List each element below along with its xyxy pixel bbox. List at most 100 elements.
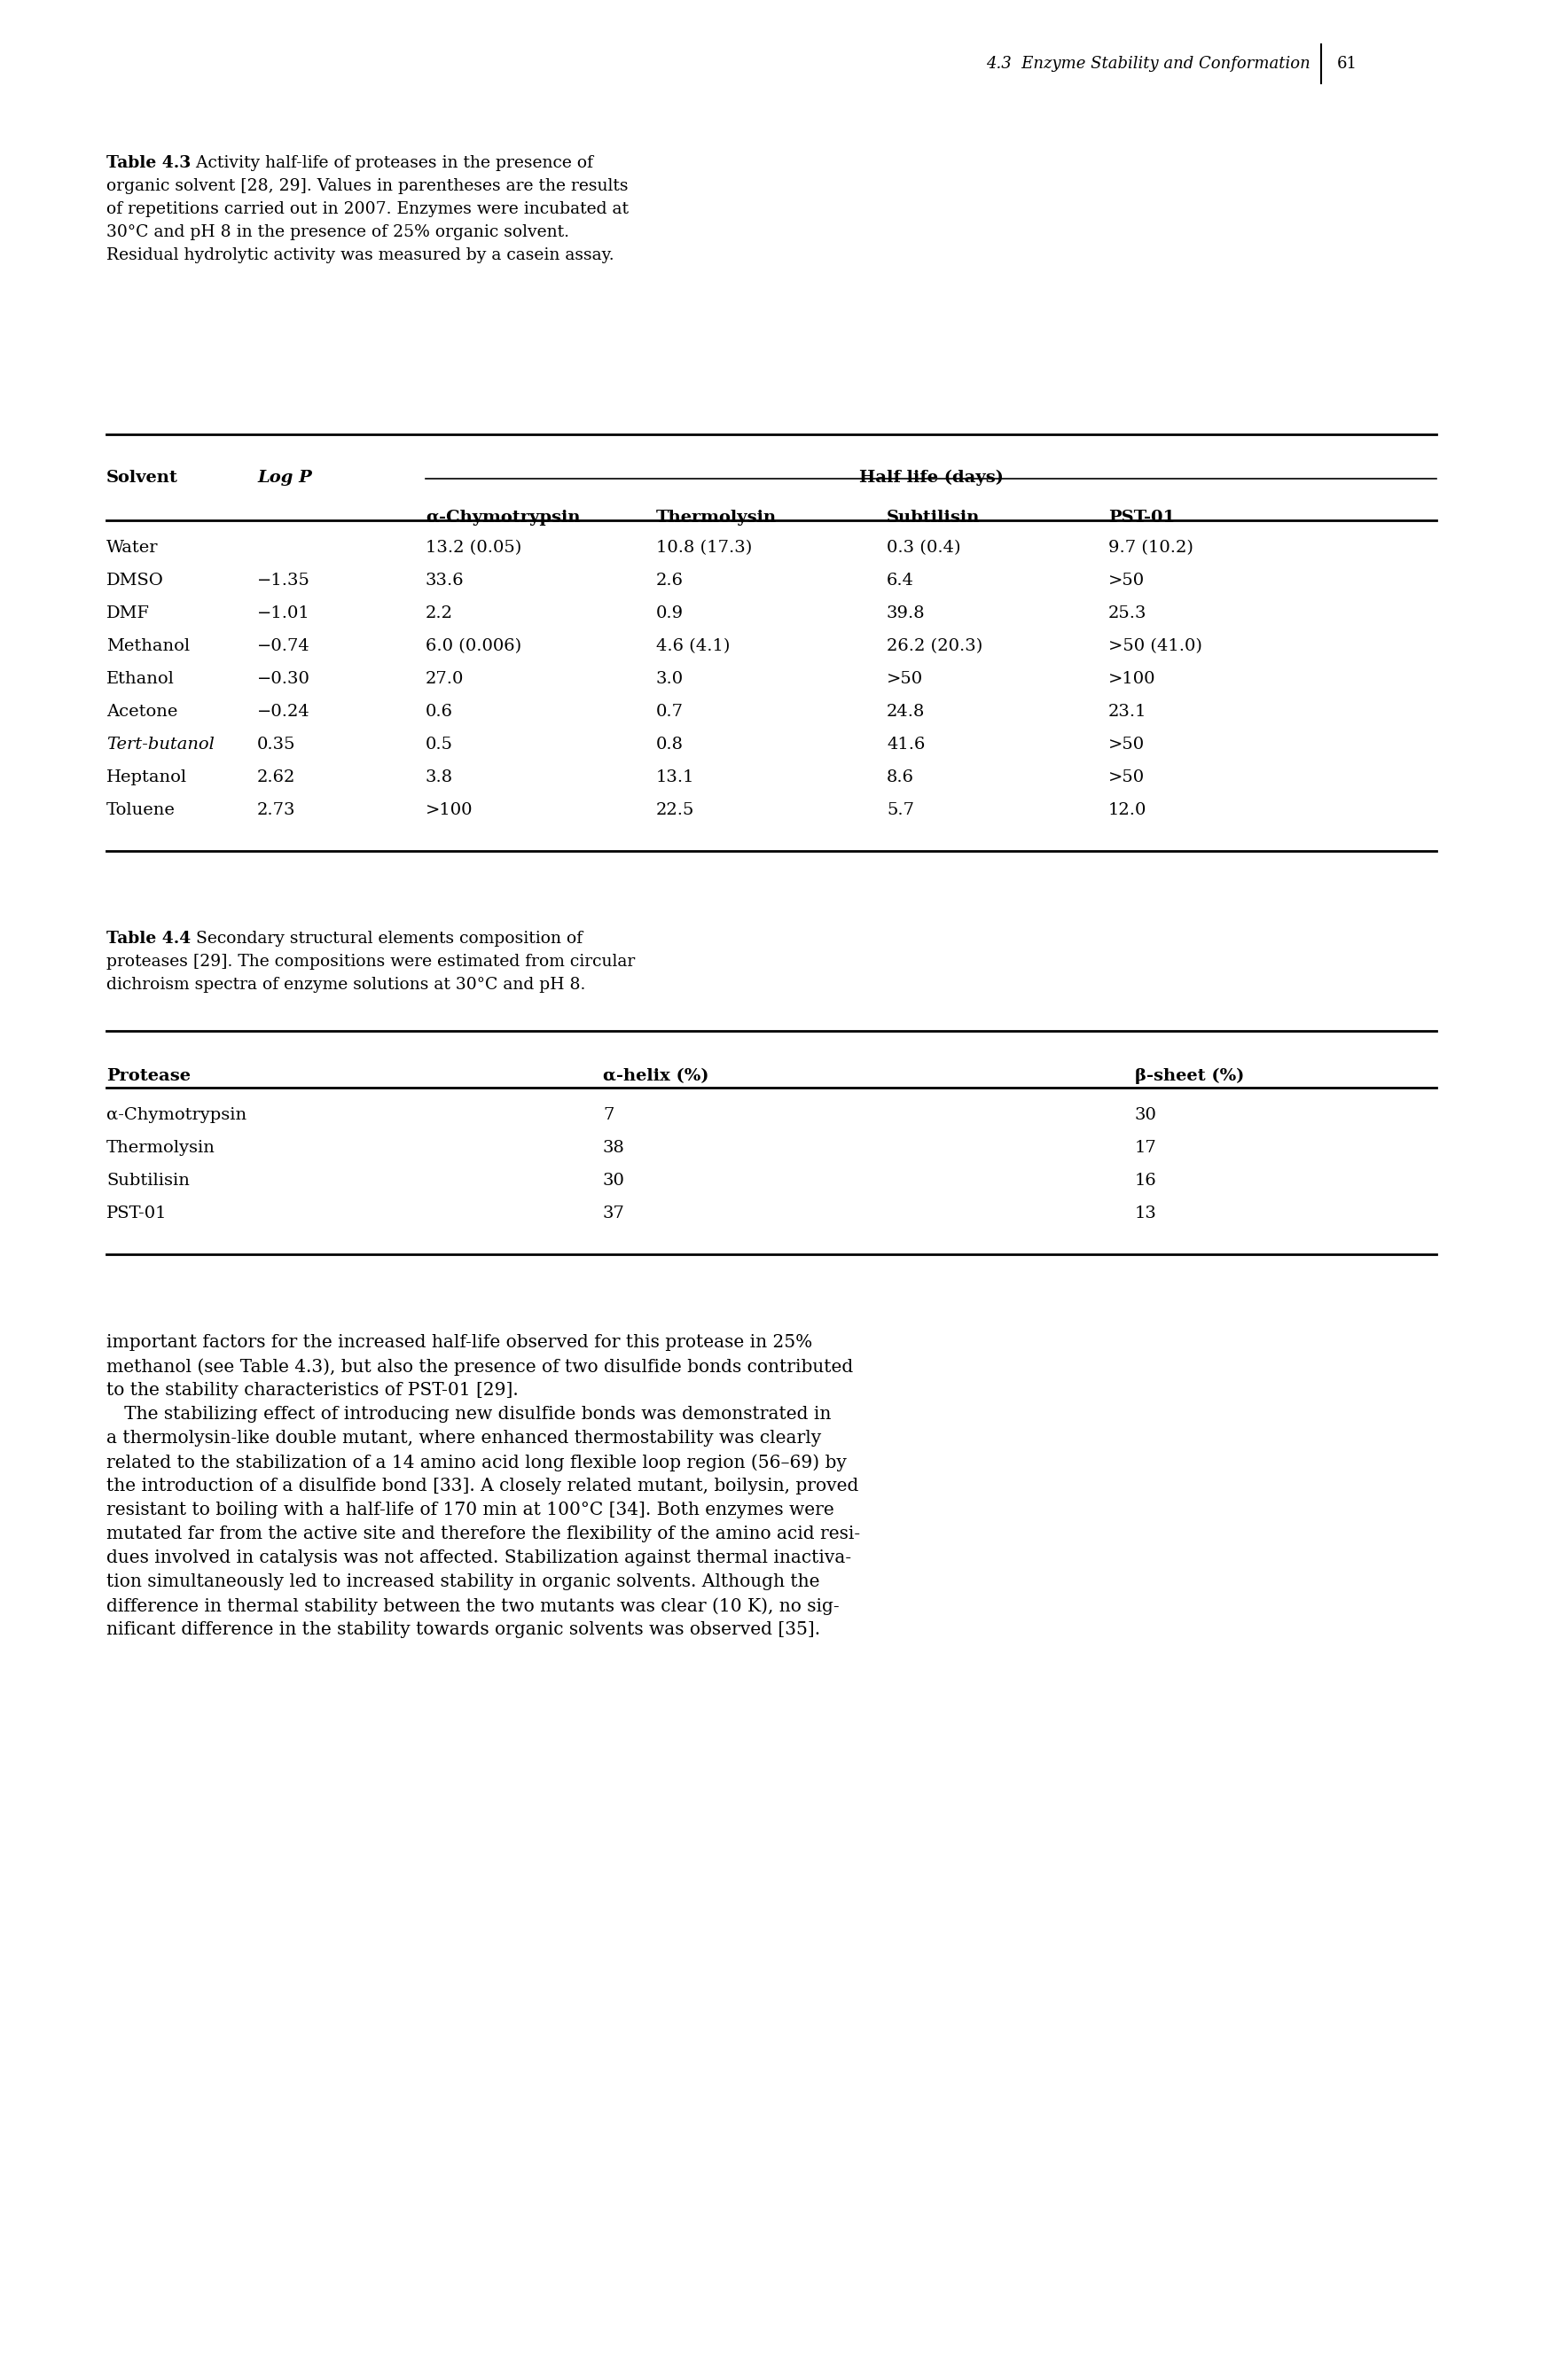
Text: 6.0 (0.006): 6.0 (0.006) [426, 638, 522, 654]
Text: >50: >50 [886, 671, 923, 688]
Text: 13: 13 [1135, 1207, 1157, 1221]
Text: 2.6: 2.6 [657, 574, 683, 588]
Text: 39.8: 39.8 [886, 605, 925, 621]
Text: Log P: Log P [257, 469, 311, 486]
Text: Subtilisin: Subtilisin [886, 509, 981, 526]
Text: Thermolysin: Thermolysin [107, 1140, 215, 1157]
Text: Toluene: Toluene [107, 802, 175, 819]
Text: to the stability characteristics of PST-01 [29].: to the stability characteristics of PST-… [107, 1383, 519, 1399]
Text: 9.7 (10.2): 9.7 (10.2) [1109, 540, 1193, 557]
Text: Tert-butanol: Tert-butanol [107, 735, 214, 752]
Text: −0.74: −0.74 [257, 638, 310, 654]
Text: 3.0: 3.0 [657, 671, 683, 688]
Text: 2.73: 2.73 [257, 802, 296, 819]
Text: Solvent: Solvent [107, 469, 178, 486]
Text: difference in thermal stability between the two mutants was clear (10 K), no sig: difference in thermal stability between … [107, 1597, 840, 1614]
Text: resistant to boiling with a half-life of 170 min at 100°C [34]. Both enzymes wer: resistant to boiling with a half-life of… [107, 1502, 833, 1518]
Text: Residual hydrolytic activity was measured by a casein assay.: Residual hydrolytic activity was measure… [107, 248, 613, 264]
Text: 8.6: 8.6 [886, 769, 914, 785]
Text: 7: 7 [603, 1107, 613, 1123]
Text: 4.3  Enzyme Stability and Conformation: 4.3 Enzyme Stability and Conformation [987, 55, 1310, 71]
Text: α-Chymotrypsin: α-Chymotrypsin [426, 509, 581, 526]
Text: 16: 16 [1135, 1173, 1157, 1188]
Text: 6.4: 6.4 [886, 574, 914, 588]
Text: Methanol: Methanol [107, 638, 191, 654]
Text: methanol (see Table 4.3), but also the presence of two disulfide bonds contribut: methanol (see Table 4.3), but also the p… [107, 1359, 853, 1376]
Text: 30: 30 [1135, 1107, 1157, 1123]
Text: 13.1: 13.1 [657, 769, 694, 785]
Text: 2.62: 2.62 [257, 769, 296, 785]
Text: 12.0: 12.0 [1109, 802, 1146, 819]
Text: 30°C and pH 8 in the presence of 25% organic solvent.: 30°C and pH 8 in the presence of 25% org… [107, 224, 568, 240]
Text: 41.6: 41.6 [886, 735, 925, 752]
Text: −0.24: −0.24 [257, 704, 310, 719]
Text: 33.6: 33.6 [426, 574, 465, 588]
Text: 26.2 (20.3): 26.2 (20.3) [886, 638, 982, 654]
Text: −0.30: −0.30 [257, 671, 310, 688]
Text: >100: >100 [426, 802, 472, 819]
Text: 0.6: 0.6 [426, 704, 454, 719]
Text: 22.5: 22.5 [657, 802, 694, 819]
Text: Acetone: Acetone [107, 704, 178, 719]
Text: proteases [29]. The compositions were estimated from circular: proteases [29]. The compositions were es… [107, 954, 635, 969]
Text: >100: >100 [1109, 671, 1156, 688]
Text: α-Chymotrypsin: α-Chymotrypsin [107, 1107, 246, 1123]
Text: −1.35: −1.35 [257, 574, 310, 588]
Text: Ethanol: Ethanol [107, 671, 175, 688]
Text: tion simultaneously led to increased stability in organic solvents. Although the: tion simultaneously led to increased sta… [107, 1573, 819, 1590]
Text: Table 4.3: Table 4.3 [107, 155, 191, 171]
Text: 4.6 (4.1): 4.6 (4.1) [657, 638, 730, 654]
Text: DMF: DMF [107, 605, 150, 621]
Text: Table 4.4: Table 4.4 [107, 931, 191, 947]
Text: 2.2: 2.2 [426, 605, 454, 621]
Text: 23.1: 23.1 [1109, 704, 1146, 719]
Text: Subtilisin: Subtilisin [107, 1173, 189, 1188]
Text: −1.01: −1.01 [257, 605, 310, 621]
Text: 0.9: 0.9 [657, 605, 683, 621]
Text: of repetitions carried out in 2007. Enzymes were incubated at: of repetitions carried out in 2007. Enzy… [107, 202, 629, 217]
Text: Water: Water [107, 540, 158, 557]
Text: α-helix (%): α-helix (%) [603, 1069, 709, 1083]
Text: dues involved in catalysis was not affected. Stabilization against thermal inact: dues involved in catalysis was not affec… [107, 1549, 852, 1566]
Text: Protease: Protease [107, 1069, 191, 1083]
Text: PST-01: PST-01 [1109, 509, 1176, 526]
Text: The stabilizing effect of introducing new disulfide bonds was demonstrated in: The stabilizing effect of introducing ne… [107, 1407, 832, 1423]
Text: related to the stabilization of a 14 amino acid long flexible loop region (56–69: related to the stabilization of a 14 ami… [107, 1454, 847, 1471]
Text: Thermolysin: Thermolysin [657, 509, 778, 526]
Text: 0.8: 0.8 [657, 735, 683, 752]
Text: 0.5: 0.5 [426, 735, 454, 752]
Text: the introduction of a disulfide bond [33]. A closely related mutant, boilysin, p: the introduction of a disulfide bond [33… [107, 1478, 858, 1495]
Text: DMSO: DMSO [107, 574, 164, 588]
Text: >50: >50 [1109, 769, 1145, 785]
Text: mutated far from the active site and therefore the flexibility of the amino acid: mutated far from the active site and the… [107, 1526, 860, 1542]
Text: 0.7: 0.7 [657, 704, 683, 719]
Text: Heptanol: Heptanol [107, 769, 187, 785]
Text: 37: 37 [603, 1207, 624, 1221]
Text: 30: 30 [603, 1173, 624, 1188]
Text: Secondary structural elements composition of: Secondary structural elements compositio… [191, 931, 582, 947]
Text: 10.8 (17.3): 10.8 (17.3) [657, 540, 753, 557]
Text: 24.8: 24.8 [886, 704, 925, 719]
Text: 3.8: 3.8 [426, 769, 454, 785]
Text: >50: >50 [1109, 574, 1145, 588]
Text: β-sheet (%): β-sheet (%) [1135, 1069, 1244, 1085]
Text: Half life (days): Half life (days) [858, 469, 1004, 486]
Text: >50: >50 [1109, 735, 1145, 752]
Text: nificant difference in the stability towards organic solvents was observed [35].: nificant difference in the stability tow… [107, 1621, 821, 1637]
Text: 0.3 (0.4): 0.3 (0.4) [886, 540, 960, 557]
Text: 5.7: 5.7 [886, 802, 914, 819]
Text: 61: 61 [1337, 55, 1357, 71]
Text: dichroism spectra of enzyme solutions at 30°C and pH 8.: dichroism spectra of enzyme solutions at… [107, 976, 586, 992]
Text: PST-01: PST-01 [107, 1207, 167, 1221]
Text: 25.3: 25.3 [1109, 605, 1146, 621]
Text: organic solvent [28, 29]. Values in parentheses are the results: organic solvent [28, 29]. Values in pare… [107, 178, 629, 195]
Text: 27.0: 27.0 [426, 671, 465, 688]
Text: a thermolysin-like double mutant, where enhanced thermostability was clearly: a thermolysin-like double mutant, where … [107, 1430, 821, 1447]
Text: 17: 17 [1135, 1140, 1157, 1157]
Text: Activity half-life of proteases in the presence of: Activity half-life of proteases in the p… [191, 155, 593, 171]
Text: 0.35: 0.35 [257, 735, 296, 752]
Text: 13.2 (0.05): 13.2 (0.05) [426, 540, 522, 557]
Text: important factors for the increased half-life observed for this protease in 25%: important factors for the increased half… [107, 1335, 812, 1352]
Text: 38: 38 [603, 1140, 624, 1157]
Text: >50 (41.0): >50 (41.0) [1109, 638, 1202, 654]
